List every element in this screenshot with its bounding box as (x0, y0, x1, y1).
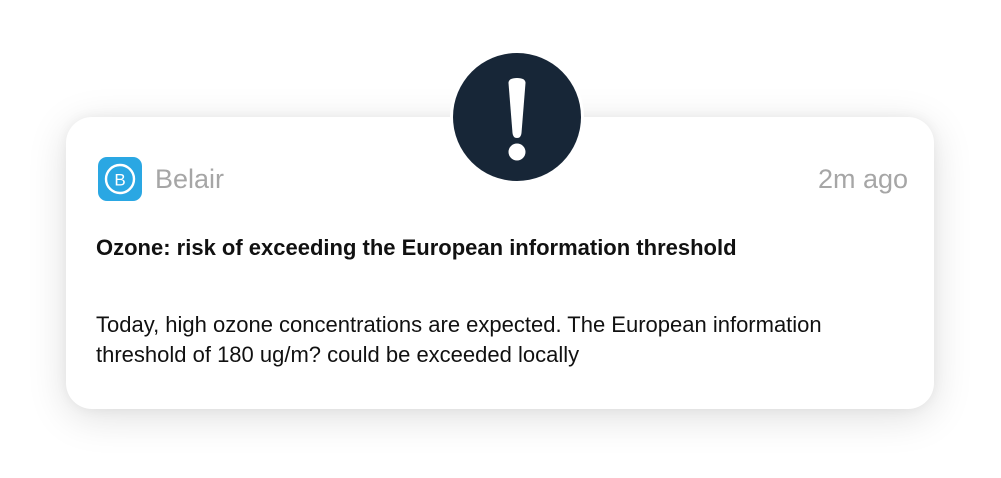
notification-header: B Belair 2m ago (98, 157, 908, 201)
notification-title: Ozone: risk of exceeding the European in… (96, 235, 737, 260)
app-name: Belair (155, 164, 225, 194)
exclamation-icon (453, 53, 581, 181)
notification-timestamp: 2m ago (817, 164, 908, 194)
belair-logo-icon: B (98, 157, 142, 201)
app-icon-letter: B (114, 171, 125, 190)
notification-body: Today, high ozone concentrations are exp… (96, 312, 822, 367)
